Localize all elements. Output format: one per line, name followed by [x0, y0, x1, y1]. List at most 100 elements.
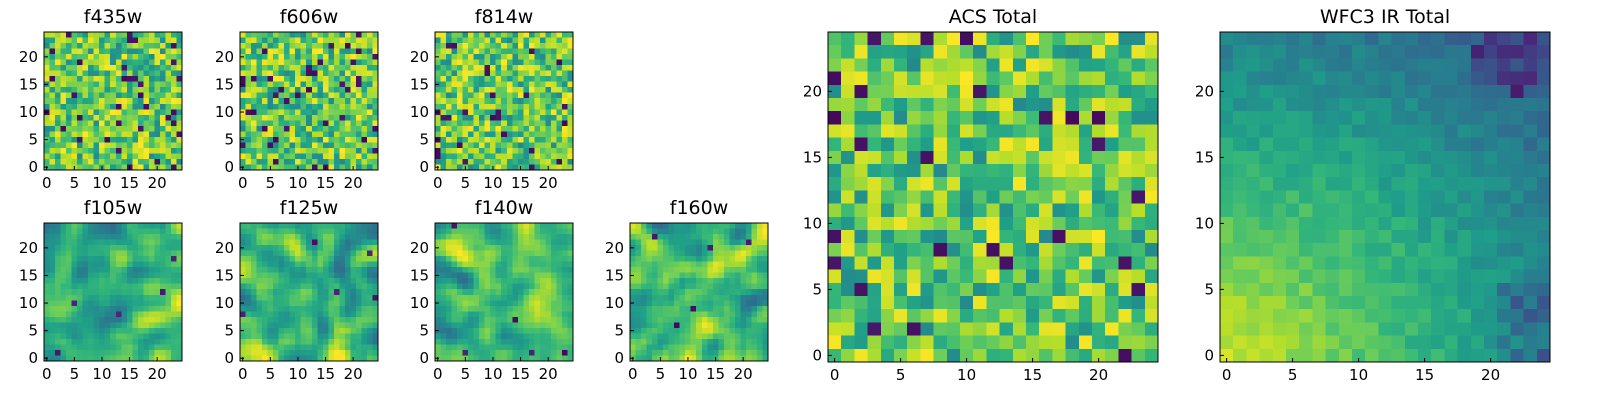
heatmap-cell: [88, 305, 95, 312]
heatmap-cell: [77, 267, 84, 274]
heatmap-cell: [159, 153, 167, 160]
heatmap-cell: [946, 150, 961, 165]
heatmap-cell: [93, 322, 100, 329]
heatmap-cell: [1052, 190, 1067, 205]
heatmap-cell: [506, 267, 513, 274]
heatmap-cell: [273, 136, 280, 143]
heatmap-cell: [473, 311, 480, 318]
heatmap-cell: [479, 278, 486, 285]
heatmap-cell: [361, 327, 368, 334]
heatmap-cell: [646, 338, 653, 346]
heatmap-cell: [322, 283, 329, 290]
heatmap-cell: [495, 289, 502, 296]
heatmap-cell: [165, 153, 172, 160]
x-tick-label: 0: [238, 174, 248, 192]
heatmap-cell: [907, 203, 921, 218]
heatmap-cell: [894, 58, 908, 73]
heatmap-cell: [451, 316, 458, 323]
heatmap-cell: [646, 250, 653, 257]
heatmap-cell: [126, 283, 133, 290]
heatmap-cell: [240, 256, 247, 263]
panel-title: f606w: [280, 6, 339, 28]
heatmap-cell: [501, 349, 508, 357]
heatmap-cell: [355, 289, 363, 296]
heatmap-cell: [110, 153, 117, 160]
heatmap-cell: [986, 164, 1001, 178]
heatmap-cell: [273, 103, 280, 110]
heatmap-cell: [322, 92, 329, 99]
heatmap-cell: [344, 239, 351, 246]
heatmap-cell: [115, 32, 122, 39]
heatmap-cell: [534, 272, 541, 279]
heatmap-cell: [154, 289, 161, 296]
heatmap-cell: [71, 311, 78, 318]
heatmap-cell: [104, 283, 111, 290]
heatmap-cell: [1026, 216, 1040, 231]
heatmap-cell: [517, 158, 524, 166]
heatmap-cell: [77, 316, 84, 323]
heatmap-cell: [440, 147, 447, 155]
heatmap-cell: [165, 81, 172, 88]
heatmap-cell: [350, 76, 357, 83]
heatmap-cell: [333, 316, 340, 323]
heatmap-cell: [148, 92, 155, 99]
heatmap-cell: [82, 32, 89, 39]
heatmap-cell: [523, 120, 530, 127]
heatmap-cell: [701, 349, 708, 357]
heatmap-cell: [328, 355, 335, 362]
heatmap-cell: [712, 278, 719, 285]
heatmap-cell: [88, 136, 95, 143]
heatmap-cell: [457, 333, 464, 340]
heatmap-cell: [143, 355, 150, 362]
heatmap-cell: [256, 37, 263, 44]
heatmap-cell: [306, 223, 313, 230]
heatmap-cell: [550, 294, 558, 301]
heatmap-cell: [1144, 137, 1159, 152]
heatmap-cell: [148, 283, 155, 290]
heatmap-cell: [49, 234, 56, 241]
heatmap-cell: [523, 125, 530, 132]
heatmap-cell: [344, 65, 351, 72]
heatmap-cell: [82, 245, 89, 252]
heatmap-cell: [745, 294, 753, 301]
heatmap-cell: [630, 344, 637, 351]
heatmap-cell: [300, 142, 307, 149]
heatmap-cell: [652, 327, 659, 334]
heatmap-cell: [267, 65, 274, 72]
heatmap-cell: [49, 344, 56, 351]
heatmap-cell: [77, 54, 84, 61]
heatmap-cell: [539, 125, 546, 132]
heatmap-cell: [762, 305, 769, 312]
heatmap-cell: [501, 223, 508, 230]
heatmap-cell: [933, 243, 948, 257]
heatmap-cell: [115, 294, 122, 301]
heatmap-cell: [322, 32, 329, 39]
heatmap-cell: [300, 261, 307, 268]
heatmap-cell: [1065, 256, 1080, 271]
heatmap-cell: [333, 333, 340, 340]
heatmap-cell: [355, 65, 363, 72]
heatmap-cell: [635, 283, 642, 290]
heatmap-cell: [462, 245, 469, 252]
heatmap-cell: [646, 349, 653, 357]
heatmap-cell: [740, 344, 747, 351]
heatmap-cell: [545, 322, 552, 329]
heatmap-cell: [284, 142, 291, 149]
heatmap-cell: [322, 228, 329, 235]
heatmap-cell: [528, 164, 535, 171]
heatmap-cell: [240, 103, 247, 110]
heatmap-cell: [462, 87, 469, 94]
heatmap-cell: [66, 147, 73, 155]
heatmap-cell: [278, 70, 285, 77]
heatmap-cell: [55, 289, 62, 296]
heatmap-cell: [170, 65, 178, 72]
heatmap-cell: [528, 355, 535, 362]
heatmap-cell: [143, 223, 150, 230]
heatmap-cell: [946, 98, 961, 112]
heatmap-cell: [115, 164, 122, 171]
heatmap-cell: [663, 223, 670, 230]
heatmap-cell: [534, 316, 541, 323]
heatmap-cell: [933, 98, 948, 112]
heatmap-cell: [446, 98, 453, 105]
heatmap-cell: [372, 158, 379, 166]
